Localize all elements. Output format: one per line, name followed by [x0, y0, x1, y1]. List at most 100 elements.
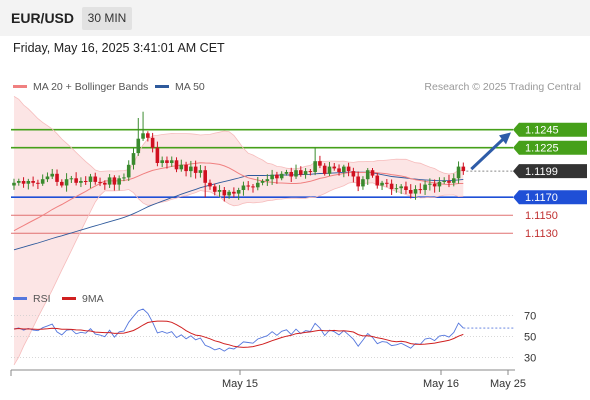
candle-body [212, 186, 217, 192]
ma50-legend-label: MA 50 [175, 81, 205, 93]
candle-body [217, 190, 222, 192]
bollinger-upper-line [13, 96, 464, 175]
candle-body [179, 164, 184, 170]
candle-body [208, 182, 212, 187]
candle-body [222, 190, 227, 196]
candle-body [270, 174, 274, 180]
candle-body [423, 184, 427, 190]
instrument-title: EUR/USD [11, 10, 75, 26]
candle-body [40, 179, 45, 184]
credit-text: Research © 2025 Trading Central [424, 81, 581, 93]
candle-body [251, 186, 255, 188]
candle-body [160, 160, 164, 163]
projection-arrow-head [499, 132, 511, 145]
ma20-line [13, 162, 464, 232]
candle-body [442, 181, 446, 182]
level-tag-label: 1.1170 [525, 192, 558, 204]
candle-body [117, 178, 121, 185]
x-tick-label: May 25 [490, 378, 526, 390]
candle-body [136, 138, 141, 154]
candle-body [394, 188, 399, 190]
rsi-ma-line [13, 320, 464, 348]
candle-body [246, 185, 251, 187]
candle-body [236, 190, 241, 194]
bollinger-band-fill [14, 96, 464, 365]
candle-body [294, 170, 298, 177]
candle-body [45, 176, 50, 180]
candle-body [150, 137, 155, 148]
candle-body [122, 177, 126, 179]
candle-body [289, 172, 294, 177]
candle-body [399, 186, 403, 189]
candle-body [141, 133, 145, 139]
candle-body [260, 181, 265, 183]
candle-body [447, 181, 451, 183]
candle-body [16, 181, 21, 183]
candle-body [193, 166, 198, 173]
candle-body [389, 183, 394, 190]
candle-body [255, 182, 260, 188]
candle-body [461, 166, 466, 172]
candle-body [365, 170, 370, 180]
ma50-legend-swatch [155, 85, 169, 88]
candle-body [169, 160, 174, 163]
candle-body [380, 182, 384, 186]
candle-body [356, 176, 360, 187]
candle-body [60, 181, 64, 186]
timeframe-badge[interactable]: 30 MIN [82, 7, 132, 30]
x-tick-label: May 15 [222, 378, 258, 390]
candle-body [12, 182, 16, 186]
rsi-legend-label: RSI [33, 293, 51, 305]
candle-body [275, 174, 279, 179]
candle-body [112, 177, 117, 185]
rsi-ma-legend-swatch [62, 297, 76, 300]
x-tick-label: May 16 [423, 378, 459, 390]
candle-body [69, 178, 74, 180]
bollinger-lower-line [13, 181, 464, 366]
level-tag [513, 190, 587, 205]
candle-body [265, 179, 270, 181]
candle-body [198, 170, 203, 173]
candle-body [308, 171, 313, 173]
candle-body [155, 147, 160, 163]
candle-body [165, 160, 169, 163]
candle-body [456, 166, 461, 179]
candle-body [189, 166, 193, 172]
candle-body [21, 181, 26, 184]
candle-body [232, 191, 236, 194]
candle-body [31, 181, 35, 183]
rsi-line [13, 308, 464, 352]
level-tag-label: 1.1245 [525, 125, 559, 137]
candle-body [303, 171, 308, 175]
level-label: 1.1130 [525, 228, 558, 240]
candle-body [313, 161, 317, 172]
projection-arrow-line [470, 136, 507, 171]
candle-body [203, 170, 207, 183]
candle-body [327, 166, 332, 174]
level-tag-label: 1.1199 [525, 166, 558, 178]
rsi-legend-swatch [13, 297, 27, 300]
candle-body [241, 185, 246, 190]
candle-body [375, 175, 380, 186]
candle-body [146, 133, 150, 138]
level-tag [513, 140, 587, 155]
candle-body [64, 179, 69, 186]
candle-body [370, 170, 375, 176]
candle-body [404, 186, 408, 190]
candle-body [79, 181, 83, 183]
candle-body [93, 176, 98, 182]
rsi-ma-legend-label: 9MA [82, 293, 104, 305]
level-tag [513, 164, 587, 179]
candle-body [322, 165, 327, 174]
candle-body [346, 166, 351, 172]
candle-body [351, 171, 356, 177]
candle-body [337, 168, 341, 172]
candle-body [332, 166, 337, 169]
candle-body [131, 153, 136, 165]
candle-body [318, 161, 322, 166]
candle-body [83, 181, 88, 182]
candle-body [98, 181, 102, 183]
candle-body [36, 182, 40, 184]
candle-body [432, 183, 437, 187]
